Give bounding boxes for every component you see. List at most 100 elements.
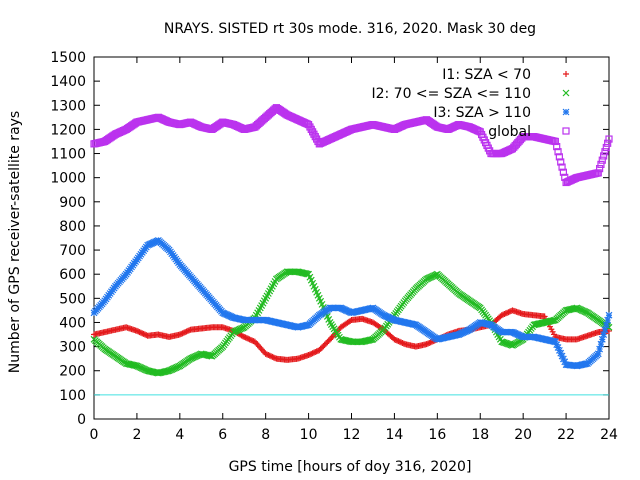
data-point (306, 351, 313, 358)
axis-ticks: 0 2 4 6 8 10 12 14 16 18 20 22 240100200300400500600… (50, 50, 618, 443)
data-point (555, 153, 563, 161)
data-point (598, 335, 606, 343)
data-point (186, 327, 193, 334)
data-point (596, 165, 604, 173)
data-point (176, 331, 183, 338)
data-point (501, 311, 508, 318)
x-tick-label: 4 (175, 427, 184, 443)
x-tick-label: 6 (218, 427, 227, 443)
data-point (392, 336, 399, 343)
y-tick-label: 1100 (50, 147, 86, 163)
data-point (598, 156, 606, 164)
data-point (313, 348, 320, 355)
x-tick-label: 14 (386, 427, 404, 443)
y-tick-label: 0 (77, 412, 86, 428)
legend-label: I3: SZA > 110 (433, 105, 531, 121)
y-tick-label: 1200 (50, 122, 86, 138)
x-tick-label: 20 (514, 427, 532, 443)
data-point (268, 353, 275, 360)
data-point (555, 346, 563, 354)
data-point (572, 304, 579, 312)
data-point (321, 341, 328, 348)
series-3 (90, 104, 613, 187)
data-point (239, 333, 246, 340)
data-point (558, 163, 566, 171)
x-axis-label: GPS time [hours of doy 316, 2020] (229, 459, 472, 475)
x-tick-label: 0 (90, 427, 99, 443)
y-tick-label: 600 (59, 267, 86, 283)
data-point (270, 354, 277, 361)
data-point (498, 312, 505, 319)
data-point (317, 345, 324, 352)
data-point (605, 311, 613, 319)
data-point (183, 328, 190, 335)
plot-frame (93, 56, 610, 420)
data-point (553, 142, 561, 151)
data-point (391, 336, 398, 343)
y-tick-label: 1000 (50, 171, 86, 187)
data-point (427, 339, 434, 346)
data-point (400, 340, 407, 347)
data-point (133, 327, 140, 334)
data-point (597, 340, 605, 348)
legend: I1: SZA < 70 I2: 70 <= SZA <= 110 I3: SZA … (371, 67, 570, 140)
data-point (596, 345, 604, 353)
y-tick-label: 800 (59, 219, 86, 235)
data-point (394, 337, 401, 344)
data-point (135, 328, 142, 335)
data-point (424, 340, 431, 347)
data-point (557, 349, 565, 357)
data-point (312, 349, 319, 356)
data-point (249, 337, 256, 344)
data-point (559, 168, 568, 176)
legend-marker (562, 127, 570, 135)
y-tick-label: 400 (59, 315, 86, 331)
data-point (551, 137, 559, 146)
x-tick-label: 22 (557, 427, 575, 443)
x-tick-label: 16 (428, 427, 446, 443)
data-point (182, 329, 189, 336)
data-point (554, 344, 562, 351)
x-tick-label: 2 (132, 427, 141, 443)
data-point (136, 329, 143, 336)
data-point (242, 334, 249, 341)
data-point (601, 148, 609, 156)
data-point (605, 135, 613, 143)
data-point (558, 352, 566, 360)
y-tick-label: 1300 (50, 98, 86, 114)
data-point (396, 338, 403, 345)
data-point (318, 344, 325, 351)
legend-label: I2: 70 <= SZA <= 110 (371, 86, 531, 102)
y-tick-label: 900 (59, 195, 86, 211)
data-point (347, 317, 354, 324)
data-point (559, 355, 567, 363)
data-point (601, 326, 609, 334)
data-point (507, 341, 515, 349)
data-point (241, 333, 248, 340)
data-point (272, 355, 279, 362)
data-point (323, 340, 330, 347)
data-point (308, 350, 315, 357)
data-point (398, 339, 405, 346)
data-point (243, 335, 250, 342)
y-tick-label: 700 (59, 243, 86, 259)
data-point (262, 350, 269, 357)
data-point (500, 311, 507, 318)
data-point (395, 338, 402, 345)
series-2 (90, 236, 613, 370)
data-point (266, 352, 273, 359)
data-point (247, 336, 254, 343)
data-point (137, 329, 144, 336)
x-tick-label: 12 (343, 427, 361, 443)
legend-marker (562, 89, 570, 97)
data-point (305, 352, 312, 359)
legend-label: global (488, 124, 531, 140)
legend-marker (563, 71, 569, 77)
data-point (179, 330, 186, 337)
x-tick-label: 10 (300, 427, 318, 443)
data-point (600, 152, 608, 160)
data-point (320, 343, 327, 350)
data-point (309, 350, 316, 357)
y-axis-label: Number of GPS receiver-satellite rays (7, 111, 23, 373)
data-point (178, 330, 185, 337)
